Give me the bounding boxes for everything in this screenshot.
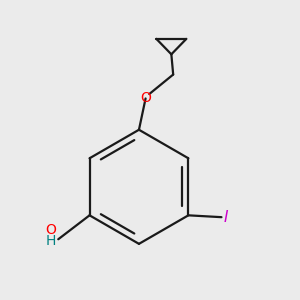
Text: O: O bbox=[140, 92, 151, 106]
Text: O: O bbox=[46, 224, 56, 237]
Text: I: I bbox=[223, 210, 228, 225]
Text: H: H bbox=[46, 235, 56, 248]
